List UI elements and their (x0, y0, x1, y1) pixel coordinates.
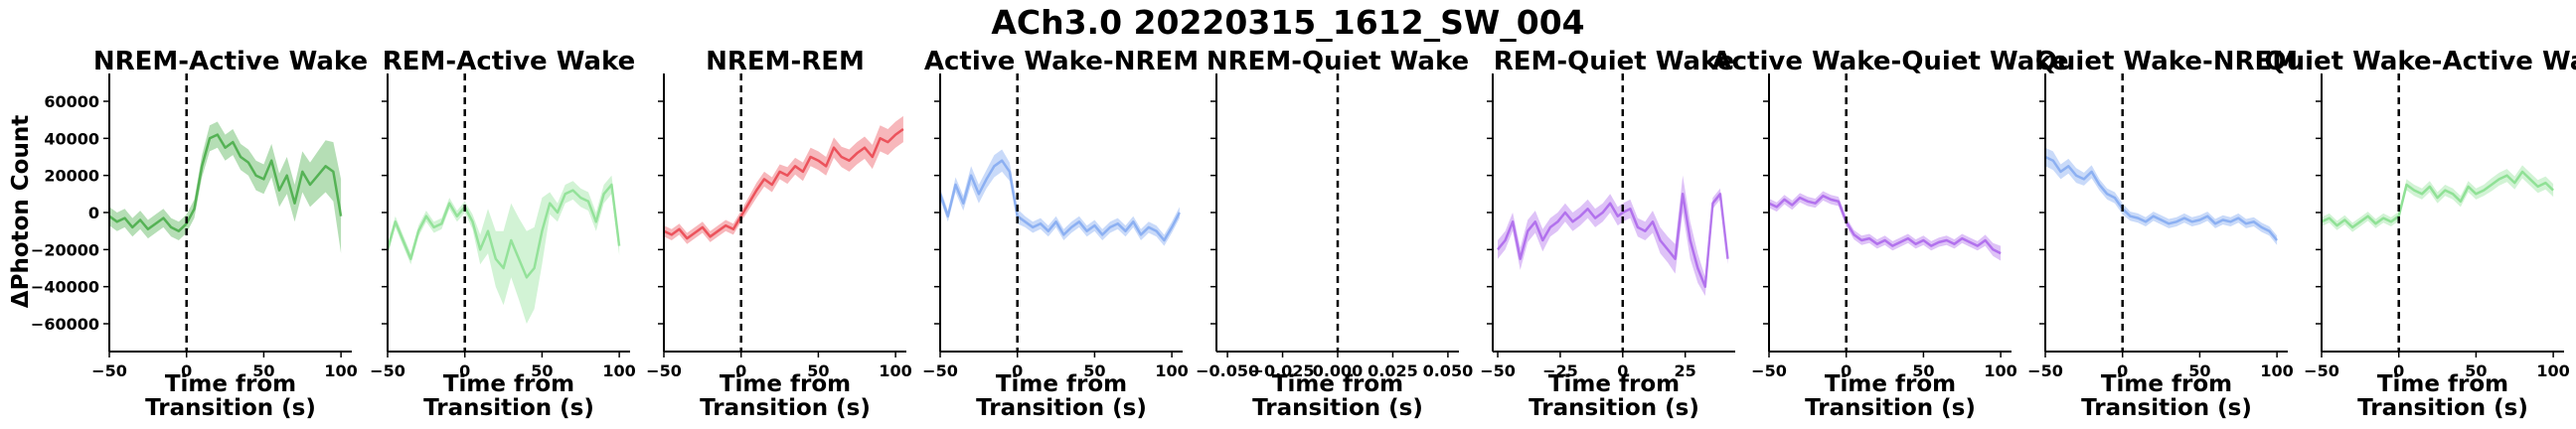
subplot-1: NREM-Active Wake −60000 −40000 −20000 0 20000… (31, 47, 368, 421)
x-tick-label: 50 (807, 361, 829, 380)
sem-band (664, 115, 903, 244)
x-tick-label: 100 (324, 361, 357, 380)
x-axis-label: Time from (2377, 371, 2508, 397)
subplot-4: Active Wake-NREM −50 0 50 100 Time fromTransi… (922, 47, 1199, 421)
x-tick-label: 0 (735, 361, 746, 380)
y-tick-label: −60000 (31, 315, 99, 334)
x-tick-label: 50 (531, 361, 553, 380)
x-tick-label: 0 (1012, 361, 1023, 380)
x-axis-label: Time from (1272, 371, 1403, 397)
x-tick-label: 0.050 (1423, 361, 1474, 380)
x-tick-label: 100 (1984, 361, 2016, 380)
x-axis-label: Transition (s) (2357, 395, 2528, 421)
x-tick-label: 0 (1617, 361, 1628, 380)
subplot-title: Quiet Wake-NREM (2035, 47, 2298, 76)
series-line (663, 127, 904, 240)
subplot-title: Active Wake-Quiet Wake (1712, 47, 2069, 76)
x-tick-label: −25 (1542, 361, 1578, 380)
x-axis-label: Transition (s) (1252, 395, 1423, 421)
series-line (2321, 170, 2554, 229)
x-tick-label: 0 (181, 361, 192, 380)
x-tick-label: −50 (2304, 361, 2339, 380)
y-tick-label: −20000 (31, 240, 99, 259)
x-tick-label: 100 (2536, 361, 2569, 380)
subplot-title: REM-Active Wake (383, 47, 635, 76)
series-line (2044, 155, 2279, 241)
x-axis-label: Transition (s) (2081, 395, 2252, 421)
y-tick-label: 40000 (44, 129, 99, 148)
x-tick-label: −50 (1480, 361, 1516, 380)
x-tick-label: −0.025 (1251, 361, 1315, 380)
x-axis-label: Time from (1825, 371, 1956, 397)
x-tick-label: 0 (2117, 361, 2128, 380)
x-axis-label: Time from (2101, 371, 2232, 397)
x-tick-label: 0 (1841, 361, 1852, 380)
x-tick-label: 0 (459, 361, 470, 380)
x-tick-label: 100 (1155, 361, 1188, 380)
x-axis-label: Time from (996, 371, 1127, 397)
x-axis-label: Time from (720, 371, 851, 397)
x-tick-label: 0.025 (1368, 361, 1418, 380)
x-axis-label: Transition (s) (1805, 395, 1976, 421)
x-tick-label: 100 (2260, 361, 2293, 380)
subplot-9: Quiet Wake-Active Wake −50 0 50 100 Time from… (2265, 47, 2576, 421)
x-tick-label: −50 (1751, 361, 1787, 380)
x-axis-label: Time from (165, 371, 296, 397)
y-axis-label: ΔPhoton Count (8, 115, 34, 308)
x-tick-label: −50 (91, 361, 127, 380)
x-tick-label: 50 (252, 361, 274, 380)
subplots: NREM-Active Wake −60000 −40000 −20000 0 20000… (31, 47, 2576, 421)
y-tick-label: −40000 (31, 278, 99, 297)
x-axis-label: Time from (1548, 371, 1680, 397)
series-line (1497, 193, 1729, 288)
figure-title: ACh3.0 20220315_1612_SW_004 (991, 3, 1584, 42)
x-tick-label: 0.000 (1313, 361, 1364, 380)
y-tick-label: 60000 (44, 92, 99, 111)
x-tick-label: 50 (2465, 361, 2487, 380)
sem-band (1498, 175, 1728, 296)
x-tick-label: 100 (879, 361, 911, 380)
x-tick-label: −50 (2027, 361, 2063, 380)
y-tick-label: 0 (88, 204, 99, 222)
subplot-title: NREM-Quiet Wake (1207, 47, 1469, 76)
series-line (1768, 194, 2002, 255)
subplot-title: NREM-REM (706, 47, 865, 76)
x-tick-label: 25 (1675, 361, 1696, 380)
x-axis-label: Transition (s) (700, 395, 871, 421)
x-tick-label: 0 (2393, 361, 2404, 380)
x-tick-label: 100 (602, 361, 635, 380)
subplot-title: Quiet Wake-Active Wake (2265, 47, 2576, 76)
y-tick-label: 20000 (44, 167, 99, 186)
subplot-title: NREM-Active Wake (93, 47, 368, 76)
subplot-title: Active Wake-NREM (924, 47, 1199, 76)
x-tick-label: 50 (2188, 361, 2210, 380)
series-line (938, 159, 1182, 242)
x-tick-label: 50 (1083, 361, 1105, 380)
sem-band (109, 121, 342, 254)
sem-band (1769, 191, 2002, 261)
x-axis-label: Transition (s) (1529, 395, 1699, 421)
x-axis-label: Time from (443, 371, 574, 397)
x-axis-label: Transition (s) (423, 395, 594, 421)
sem-band (940, 149, 1180, 246)
series-line (108, 133, 343, 232)
x-axis-label: Transition (s) (145, 395, 316, 421)
subplot-7: Active Wake-Quiet Wake −50 0 50 100 Time from… (1712, 47, 2069, 421)
x-tick-label: 50 (1912, 361, 1934, 380)
x-axis-label: Transition (s) (976, 395, 1147, 421)
x-tick-label: −50 (646, 361, 682, 380)
subplot-2: REM-Active Wake −50 0 50 100 Time fromTransit… (370, 47, 636, 421)
x-tick-label: −0.050 (1196, 361, 1259, 380)
x-tick-label: −50 (370, 361, 405, 380)
x-tick-label: −50 (922, 361, 958, 380)
subplot-title: REM-Quiet Wake (1494, 47, 1735, 76)
subplot-8: Quiet Wake-NREM −50 0 50 100 Time fromTransit… (2027, 47, 2298, 421)
series-line (386, 183, 621, 279)
